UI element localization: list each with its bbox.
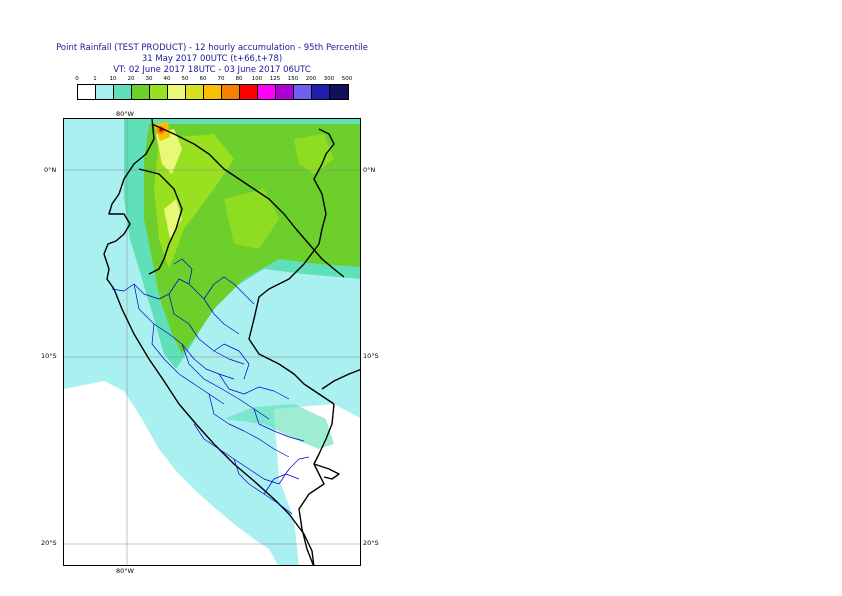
title-line-2: 31 May 2017 00UTC (t+66,t+78) (141, 54, 283, 64)
legend-tick-label: 30 (145, 76, 153, 82)
legend-tick-label: 40 (163, 76, 171, 82)
admin-regions (111, 258, 310, 515)
legend-swatch (240, 85, 258, 99)
legend-tick-label: 300 (323, 76, 335, 82)
legend-swatch (330, 85, 348, 99)
color-legend (77, 84, 349, 100)
legend-tick-label: 150 (287, 76, 299, 82)
legend-tick-label: 60 (199, 76, 207, 82)
legend-tick-label: 50 (181, 76, 189, 82)
legend-tick-label: 10 (109, 76, 117, 82)
brazil-bolivia-border (321, 369, 360, 390)
coastline-borders (103, 119, 360, 565)
lat-label-left-10: 10°S (41, 352, 57, 360)
legend-labels: 0 1 10 20 30 40 50 60 70 80 100 125 150 200 300 500 (0, 76, 842, 86)
legend-tick-label: 20 (127, 76, 135, 82)
title-line-1: Point Rainfall (TEST PRODUCT) - 12 hourl… (56, 43, 368, 53)
lake-titicaca (313, 463, 340, 480)
peru-bolivia-border (298, 403, 335, 565)
lon-label-top: 80°W (116, 110, 134, 118)
map-svg (64, 119, 360, 565)
legend-tick-label: 80 (235, 76, 243, 82)
peru-brazil-border (248, 243, 335, 405)
legend-swatch (114, 85, 132, 99)
legend-tick-label: 200 (305, 76, 317, 82)
lat-label-right-0: 0°N (363, 166, 376, 174)
rainfall-map (63, 118, 361, 566)
legend-swatch (258, 85, 276, 99)
legend-tick-label: 100 (251, 76, 263, 82)
lon-label-bottom: 80°W (116, 567, 134, 575)
legend-tick-label: 0 (75, 76, 79, 82)
legend-swatch (96, 85, 114, 99)
legend-swatch (276, 85, 294, 99)
legend-swatch (168, 85, 186, 99)
legend-swatch (204, 85, 222, 99)
legend-swatch (294, 85, 312, 99)
lat-label-right-20: 20°S (363, 539, 379, 547)
legend-tick-label: 70 (217, 76, 225, 82)
legend-swatch (222, 85, 240, 99)
lat-label-left-0: 0°N (44, 166, 57, 174)
pacific-coastline (103, 119, 315, 565)
rain-band-40-50 (156, 129, 182, 174)
legend-swatch (150, 85, 168, 99)
ecuador-peru-border (138, 168, 183, 275)
legend-tick-label: 1 (93, 76, 97, 82)
lat-label-left-20: 20°S (41, 539, 57, 547)
lat-label-right-10: 10°S (363, 352, 379, 360)
legend-tick-label: 125 (269, 76, 281, 82)
legend-swatch (132, 85, 150, 99)
legend-swatch (312, 85, 330, 99)
colombia-ecuador-border (151, 123, 345, 278)
legend-swatch (78, 85, 96, 99)
brazil-border (313, 128, 335, 245)
graticule (64, 119, 360, 565)
dry-ocean-area (64, 381, 278, 565)
legend-swatch (186, 85, 204, 99)
legend-tick-label: 500 (341, 76, 353, 82)
title-line-3: VT: 02 June 2017 18UTC - 03 June 2017 06… (113, 65, 311, 75)
